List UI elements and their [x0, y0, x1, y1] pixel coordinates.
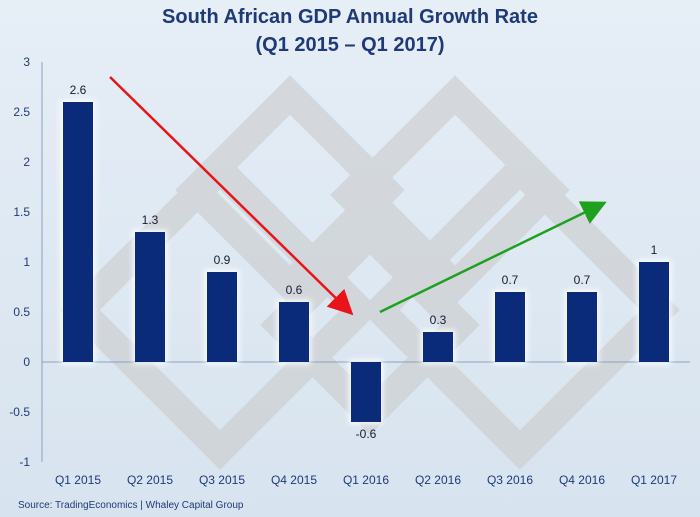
recovery-trend-arrow: [379, 201, 607, 314]
bar-value-label: -0.6: [356, 427, 377, 441]
x-tick-label: Q2 2015: [127, 473, 173, 487]
bar-value-label: 0.3: [430, 313, 447, 327]
x-tick-label: Q2 2016: [415, 473, 461, 487]
x-tick-label: Q1 2017: [631, 473, 677, 487]
y-tick-label: 2.5: [13, 105, 30, 119]
x-tick-label: Q3 2015: [199, 473, 245, 487]
y-tick-label: 0.5: [13, 305, 30, 319]
bar-value-label: 0.6: [286, 283, 303, 297]
chart-title: South African GDP Annual Growth Rate: [162, 6, 538, 28]
y-tick-label: 3: [23, 55, 30, 69]
x-tick-label: Q3 2016: [487, 473, 533, 487]
x-tick-label: Q1 2016: [343, 473, 389, 487]
bar-value-label: 1.3: [142, 213, 159, 227]
bar: [135, 232, 165, 362]
bar-value-label: 0.7: [574, 273, 591, 287]
x-tick-label: Q4 2016: [559, 473, 605, 487]
watermark-logo: [60, 75, 680, 470]
bar-value-label: 0.9: [214, 253, 231, 267]
y-tick-label: 1: [23, 255, 30, 269]
y-tick-label: 1.5: [13, 205, 30, 219]
bar-value-label: 1: [651, 243, 658, 257]
source-note: Source: TradingEconomics | Whaley Capita…: [18, 500, 244, 511]
decline-trend-arrow: [109, 76, 354, 316]
bar-value-label: 2.6: [70, 83, 87, 97]
x-tick-label: Q4 2015: [271, 473, 317, 487]
y-tick-label: 2: [23, 155, 30, 169]
bar: [207, 272, 237, 362]
bar: [423, 332, 453, 362]
y-tick-label: -0.5: [9, 405, 30, 419]
bar: [279, 302, 309, 362]
bar: [351, 362, 381, 422]
bar: [567, 292, 597, 362]
bar: [495, 292, 525, 362]
x-tick-label: Q1 2015: [55, 473, 101, 487]
chart-subtitle: (Q1 2015 – Q1 2017): [255, 34, 445, 56]
bar: [63, 102, 93, 362]
y-tick-label: -1: [19, 455, 30, 469]
y-tick-label: 0: [23, 355, 30, 369]
bar-value-label: 0.7: [502, 273, 519, 287]
bar: [639, 262, 669, 362]
